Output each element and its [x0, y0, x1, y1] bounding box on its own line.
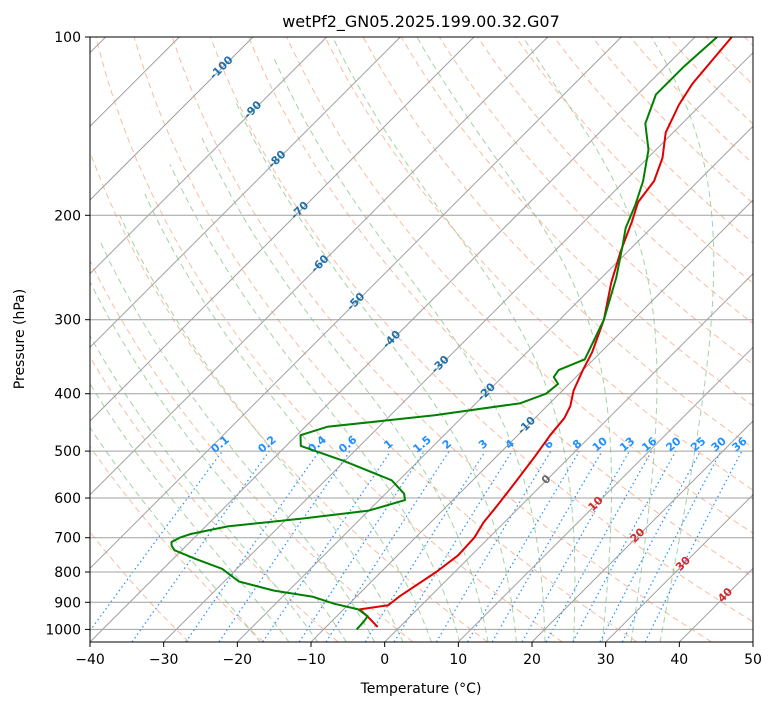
dry-adiabat-line — [438, 37, 753, 366]
dry-adiabat-line — [400, 37, 753, 407]
plot-frame — [89, 36, 754, 643]
dry-adiabat-line — [90, 259, 414, 642]
x-tick-label: −10 — [296, 652, 326, 668]
y-tick-label: 300 — [54, 313, 81, 329]
dry-adiabat-line — [248, 37, 753, 578]
isotherm-line — [457, 346, 753, 642]
x-tick-label: 30 — [597, 652, 615, 668]
moist-adiabat-line — [272, 56, 546, 642]
x-tick-label: 0 — [380, 652, 389, 668]
dry-adiabat-line — [286, 37, 753, 534]
moist-adiabat-line — [90, 426, 261, 642]
dry-adiabat-line — [171, 37, 712, 642]
x-tick-label: −20 — [223, 652, 253, 668]
x-tick-label: −30 — [149, 652, 179, 668]
moist-adiabat-line — [169, 164, 461, 642]
moist-adiabat-line — [332, 37, 576, 642]
isotherm-line — [236, 125, 753, 642]
x-axis-title: Temperature (°C) — [360, 681, 482, 697]
dry-adiabat-line — [95, 37, 563, 642]
isotherm-line — [90, 37, 328, 275]
mixing-ratio-line — [435, 450, 552, 642]
dry-adiabat-line — [553, 37, 753, 244]
moist-adiabat-line — [234, 100, 517, 642]
y-tick-label: 900 — [54, 595, 81, 611]
chart-title: wetPf2_GN05.2025.199.00.32.G07 — [282, 12, 560, 32]
dry-adiabat-line — [591, 37, 753, 204]
moist-adiabat-line — [522, 37, 658, 642]
isotherm-line — [90, 37, 622, 570]
mixing-ratio-line — [185, 450, 320, 642]
mixing-ratio-line — [218, 450, 351, 642]
dry-adiabat-line — [476, 37, 753, 325]
y-tick-label: 700 — [54, 531, 81, 547]
temperature-profile-line — [358, 37, 733, 628]
y-axis-title: Pressure (hPa) — [12, 289, 28, 389]
y-tick-label: 400 — [54, 387, 81, 403]
isotherm-line — [531, 420, 753, 642]
moist-adiabat-line — [90, 382, 290, 642]
moist-adiabat-line — [201, 137, 489, 642]
mixing-ratio-line — [325, 450, 450, 642]
x-tick-label: 40 — [670, 652, 688, 668]
isotherm-line — [90, 37, 549, 496]
x-tick-label: −40 — [75, 652, 105, 668]
mixing-ratio-line — [599, 450, 702, 642]
mixing-ratio-line — [262, 450, 392, 642]
isotherm-line — [90, 37, 254, 201]
x-tick-label: 20 — [523, 652, 541, 668]
dry-adiabat-line — [362, 37, 753, 449]
moist-adiabat-line — [90, 334, 319, 642]
isotherm-line — [90, 37, 401, 349]
mixing-ratio-line — [364, 450, 486, 642]
isotherm-line — [384, 272, 753, 642]
y-tick-label: 200 — [54, 208, 81, 224]
isotherm-line — [310, 199, 753, 642]
isotherm-line — [605, 493, 753, 642]
mixing-ratio-line — [466, 450, 580, 642]
dry-adiabat-line — [90, 150, 488, 642]
moist-adiabat-line — [90, 280, 347, 642]
moist-adiabat-line — [650, 37, 715, 642]
x-tick-label: 10 — [449, 652, 467, 668]
y-tick-label: 500 — [54, 444, 81, 460]
y-tick-label: 100 — [54, 30, 81, 46]
dry-adiabat-line — [90, 445, 264, 642]
moist-adiabat-line — [119, 215, 404, 642]
mixing-ratio-line — [572, 450, 677, 642]
moist-adiabat-line — [144, 193, 432, 642]
y-tick-label: 1000 — [45, 622, 81, 638]
isotherm-line — [90, 37, 696, 642]
isotherm-line — [163, 51, 753, 642]
moist-adiabat-line — [416, 37, 612, 642]
mixing-ratio-line — [298, 450, 425, 642]
y-tick-label: 800 — [54, 565, 81, 581]
moist-adiabat-line — [98, 239, 376, 642]
isotherm-line — [90, 37, 475, 422]
x-tick-label: 50 — [744, 652, 762, 668]
dewpoint-profile-line — [170, 37, 718, 631]
y-tick-label: 600 — [54, 491, 81, 507]
